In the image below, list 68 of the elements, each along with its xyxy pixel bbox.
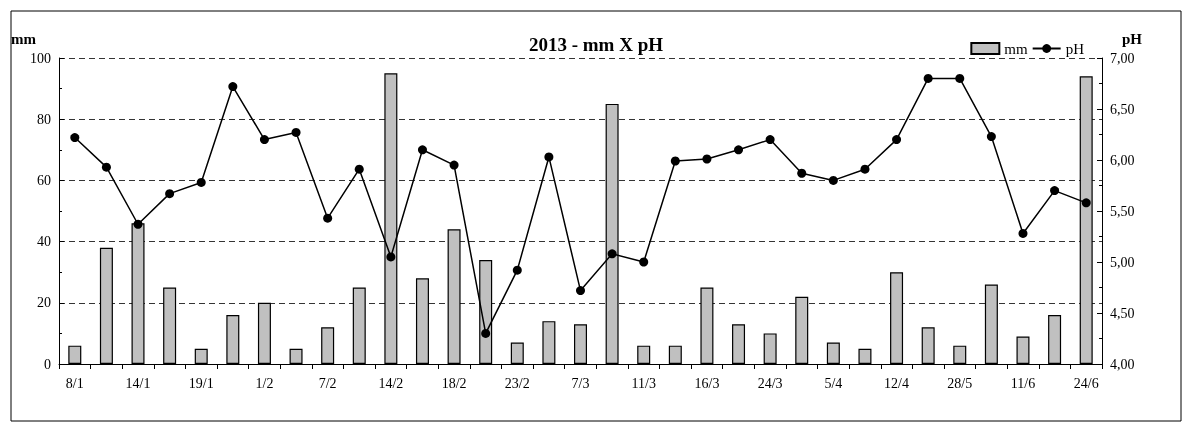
point: [607, 249, 617, 259]
y-tick-label: 20: [37, 295, 51, 311]
point: [639, 257, 649, 267]
point: [70, 133, 80, 143]
point: [828, 175, 838, 185]
point: [354, 164, 364, 174]
y2-tick-label: 4,50: [1110, 305, 1135, 321]
x-tick-label: 11/3: [631, 375, 656, 391]
point: [323, 213, 333, 223]
x-tick-label: 14/2: [378, 375, 404, 391]
y2-tick-label: 4,00: [1110, 356, 1135, 372]
point: [797, 168, 807, 178]
point: [923, 73, 933, 83]
x-tick-label: 24/3: [757, 375, 783, 391]
point: [417, 145, 427, 155]
x-tick-label: 14/1: [125, 375, 151, 391]
y-tick-label: 100: [30, 50, 51, 66]
point: [386, 252, 396, 262]
x-tick-label: 1/2: [255, 375, 274, 391]
point: [670, 156, 680, 166]
y2-tick-label: 6,50: [1110, 101, 1135, 117]
y2-tick-label: 5,00: [1110, 254, 1135, 270]
point: [576, 286, 585, 296]
y-tick-label: 60: [37, 172, 51, 188]
point: [449, 160, 459, 170]
point: [481, 328, 491, 338]
point: [892, 135, 902, 145]
point: [133, 219, 143, 229]
x-tick-label: 12/4: [884, 375, 910, 391]
chart-title: 2013 - mm X pH: [528, 34, 664, 55]
y-axis-title: mm: [11, 30, 37, 47]
point: [512, 265, 522, 275]
point: [228, 82, 238, 92]
legend-label: mm: [1004, 40, 1028, 57]
point: [1081, 198, 1091, 208]
y2-tick-label: 5,50: [1110, 203, 1135, 219]
y-tick-label: 80: [37, 111, 51, 127]
x-tick-label: 8/1: [65, 375, 84, 391]
point: [765, 135, 775, 145]
y2-tick-label: 6,00: [1110, 152, 1135, 168]
x-tick-label: 19/1: [188, 375, 214, 391]
x-tick-label: 7/2: [318, 375, 337, 391]
point: [291, 127, 301, 137]
y2-tick-label: 7,00: [1110, 50, 1135, 66]
point: [860, 164, 870, 174]
x-tick-label: 7/3: [571, 375, 590, 391]
y2-axis-title: pH: [1121, 30, 1143, 47]
x-tick-label: 16/3: [694, 375, 720, 391]
x-tick-label: 5/4: [824, 375, 843, 391]
x-tick-label: 18/2: [441, 375, 467, 391]
point: [544, 152, 554, 162]
point: [196, 177, 206, 187]
point: [702, 154, 712, 164]
point: [101, 162, 111, 172]
x-tick-label: 24/6: [1073, 375, 1099, 391]
point: [1050, 186, 1060, 196]
point: [259, 135, 269, 145]
x-tick-label: 28/5: [947, 375, 973, 391]
point: [734, 145, 744, 155]
point: [986, 132, 996, 142]
point: [955, 73, 965, 83]
point: [165, 189, 175, 199]
x-tick-label: 11/6: [1010, 375, 1036, 391]
x-tick-label: 23/2: [504, 375, 530, 391]
y-tick-label: 40: [37, 234, 51, 250]
y-tick-label: 0: [44, 356, 51, 372]
point: [1018, 228, 1028, 238]
legend-label: pH: [1065, 40, 1085, 57]
